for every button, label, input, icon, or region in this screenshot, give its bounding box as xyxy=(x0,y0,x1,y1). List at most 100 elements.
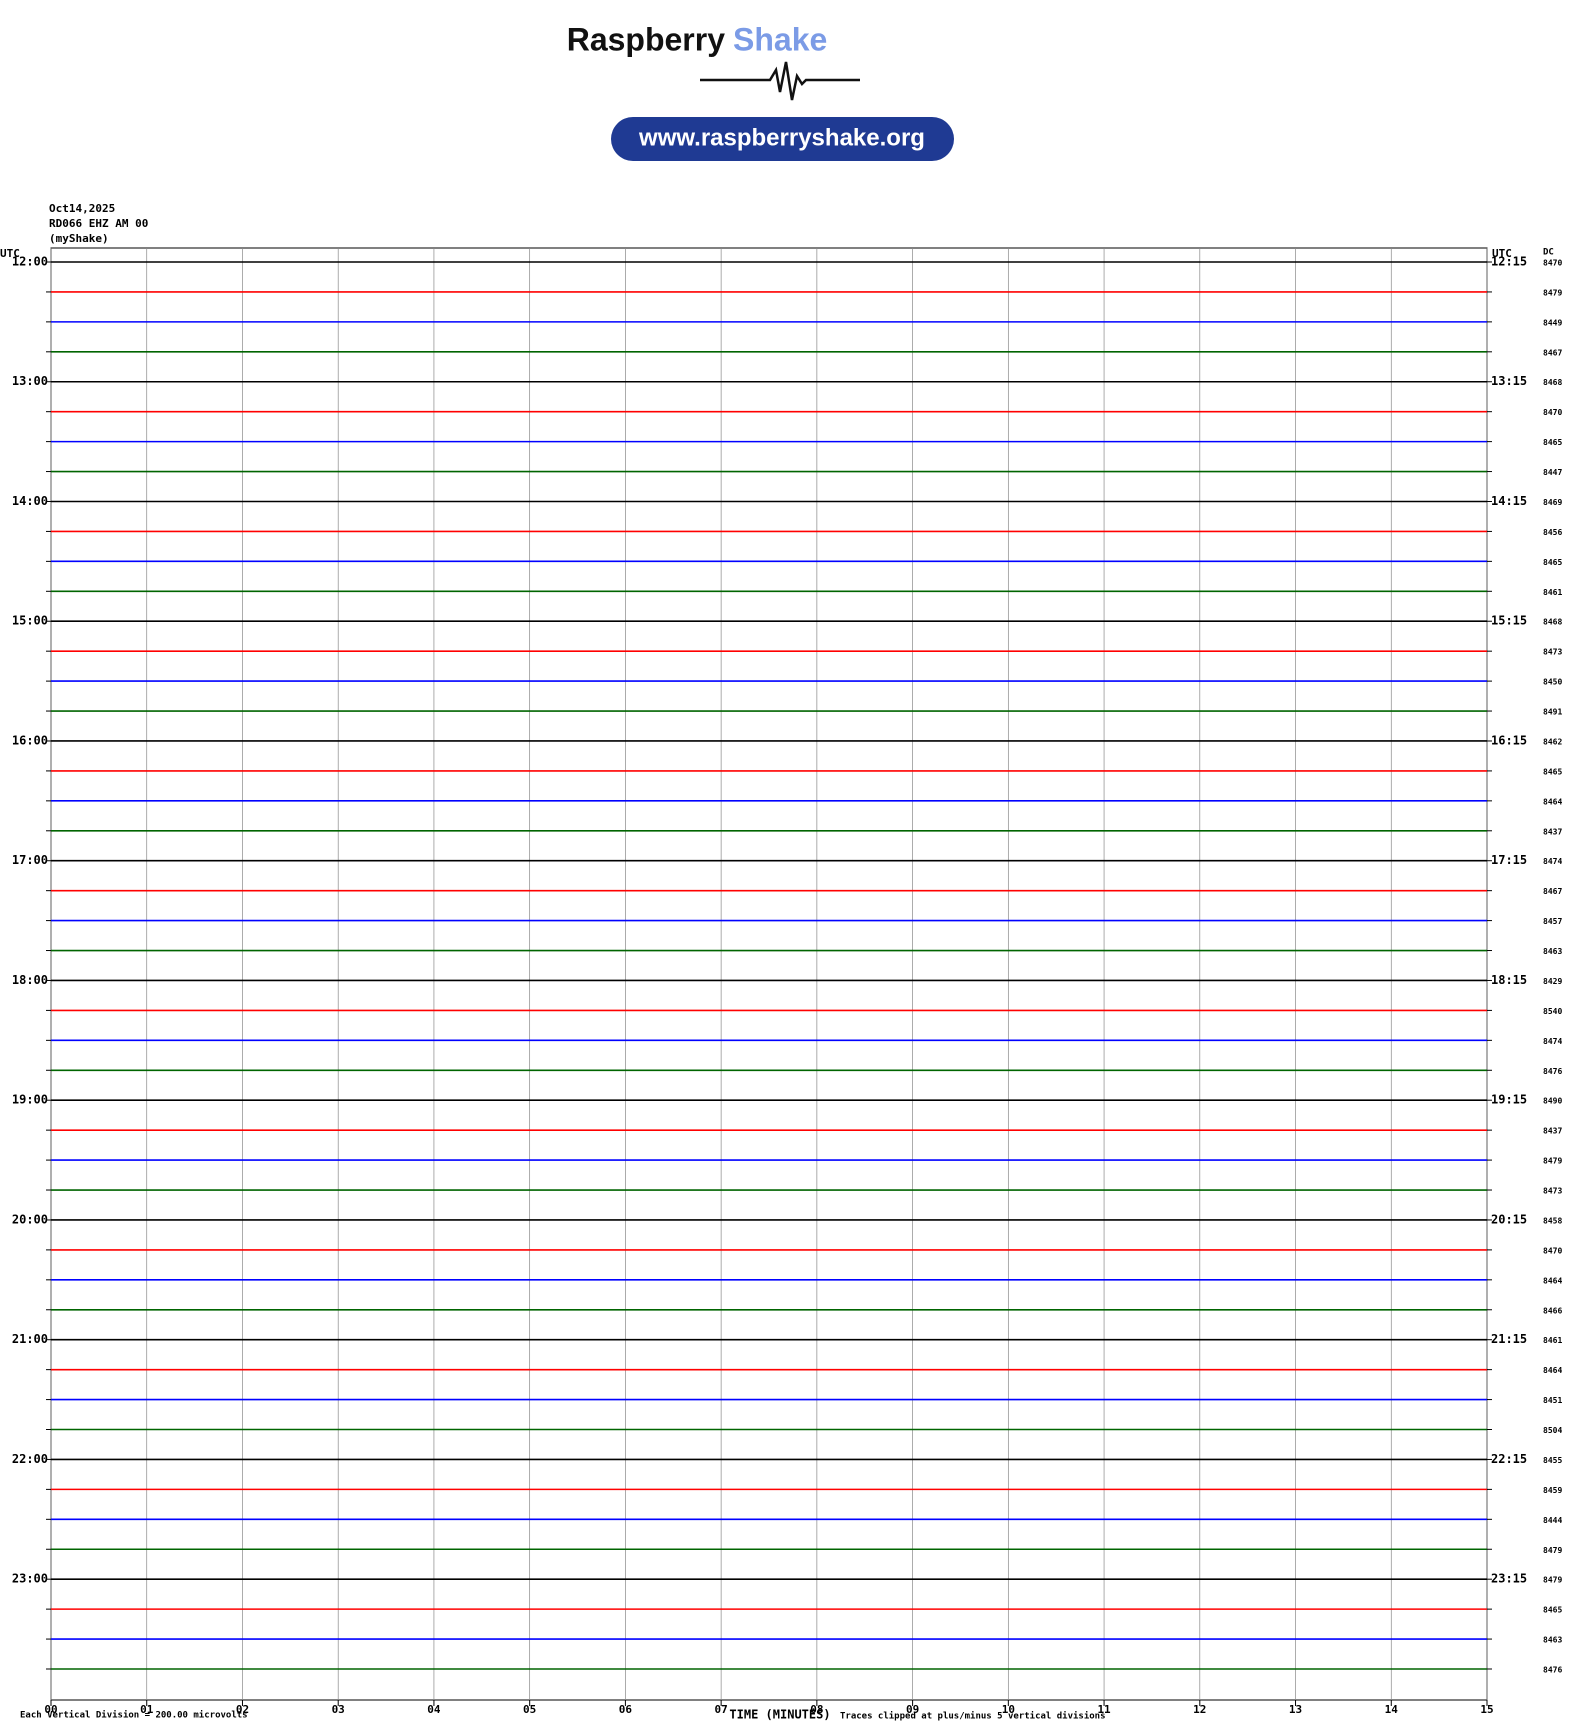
hour-label-right: 12:15 xyxy=(1491,255,1527,269)
hour-label-right: 17:15 xyxy=(1491,853,1527,867)
hour-label-left: 15:00 xyxy=(12,614,48,628)
dc-value: 8491 xyxy=(1543,708,1562,717)
dc-value: 8447 xyxy=(1543,468,1562,477)
dc-value: 8464 xyxy=(1543,1276,1562,1285)
hour-label-left: 18:00 xyxy=(12,973,48,987)
hour-label-left: 13:00 xyxy=(12,374,48,388)
x-tick-label: 12 xyxy=(1193,1703,1206,1716)
dc-value: 8463 xyxy=(1543,947,1562,956)
dc-value: 8458 xyxy=(1543,1216,1562,1225)
dc-value: 8469 xyxy=(1543,498,1562,507)
dc-value: 8504 xyxy=(1543,1426,1562,1435)
x-axis-title: TIME (MINUTES) xyxy=(729,1708,830,1722)
x-tick-label: 05 xyxy=(523,1703,536,1716)
dc-value: 8464 xyxy=(1543,1366,1562,1375)
source: (myShake) xyxy=(49,232,109,245)
hour-label-left: 23:00 xyxy=(12,1572,48,1586)
dc-value: 8479 xyxy=(1543,288,1562,297)
x-tick-label: 13 xyxy=(1289,1703,1302,1716)
brand-title: Raspberry xyxy=(567,21,726,57)
station: RD066 EHZ AM 00 xyxy=(49,217,148,230)
dc-value: 8429 xyxy=(1543,977,1562,986)
hour-label-right: 16:15 xyxy=(1491,733,1527,747)
hour-label-left: 20:00 xyxy=(12,1212,48,1226)
dc-value: 8464 xyxy=(1543,797,1562,806)
dc-value: 8451 xyxy=(1543,1396,1562,1405)
dc-value: 8476 xyxy=(1543,1666,1562,1675)
hour-label-right: 19:15 xyxy=(1491,1093,1527,1107)
dc-value: 8437 xyxy=(1543,827,1562,836)
scale-note: Each Vertical Division = 200.00 microvol… xyxy=(20,1710,248,1721)
dc-value: 8455 xyxy=(1543,1456,1562,1465)
url-pill xyxy=(611,117,954,161)
x-tick-label: 06 xyxy=(619,1703,633,1716)
hour-label-right: 18:15 xyxy=(1491,973,1527,987)
dc-value: 8540 xyxy=(1543,1007,1562,1016)
dc-value: 8468 xyxy=(1543,618,1562,627)
plot-frame xyxy=(50,247,1488,1701)
x-tick-label: 01 xyxy=(140,1703,154,1716)
right-axis-label: UTC xyxy=(1492,247,1512,260)
dc-value: 8474 xyxy=(1543,857,1562,866)
hour-label-left: 22:00 xyxy=(12,1452,48,1466)
dc-label: DC xyxy=(1543,248,1554,258)
dc-value: 8465 xyxy=(1543,558,1562,567)
hour-label-left: 16:00 xyxy=(12,733,48,747)
dc-value: 8449 xyxy=(1543,318,1562,327)
logo-wave xyxy=(700,61,860,101)
hour-label-right: 23:15 xyxy=(1491,1572,1527,1586)
dc-value: 8479 xyxy=(1543,1576,1562,1585)
hour-label-right: 13:15 xyxy=(1491,374,1527,388)
dc-value: 8461 xyxy=(1543,588,1562,597)
dc-value: 8479 xyxy=(1543,1546,1562,1555)
hour-label-left: 12:00 xyxy=(12,255,48,269)
dc-value: 8444 xyxy=(1543,1516,1562,1525)
dc-value: 8468 xyxy=(1543,378,1562,387)
dc-value: 8467 xyxy=(1543,887,1562,896)
dc-value: 8490 xyxy=(1543,1097,1562,1106)
x-tick-label: 03 xyxy=(332,1703,345,1716)
dc-value: 8450 xyxy=(1543,678,1562,687)
dc-value: 8456 xyxy=(1543,528,1562,537)
x-tick-label: 11 xyxy=(1097,1703,1111,1716)
brand-title-accent: Shake xyxy=(733,21,827,57)
dc-value: 8462 xyxy=(1543,737,1562,746)
hour-label-left: 17:00 xyxy=(12,853,48,867)
hour-label-right: 14:15 xyxy=(1491,494,1527,508)
dc-value: 8457 xyxy=(1543,917,1562,926)
dc-value: 8461 xyxy=(1543,1336,1562,1345)
clip-note: Traces clipped at plus/minus 5 vertical … xyxy=(840,1711,1106,1722)
dc-value: 8479 xyxy=(1543,1157,1562,1166)
dc-value: 8465 xyxy=(1543,438,1562,447)
dc-value: 8465 xyxy=(1543,767,1562,776)
x-tick-label: 08 xyxy=(810,1703,823,1716)
dc-value: 8465 xyxy=(1543,1606,1562,1615)
hour-label-right: 21:15 xyxy=(1491,1332,1527,1346)
dc-value: 8467 xyxy=(1543,348,1562,357)
x-tick-label: 15 xyxy=(1480,1703,1493,1716)
dc-value: 8473 xyxy=(1543,1187,1562,1196)
hour-label-left: 21:00 xyxy=(12,1332,48,1346)
dc-value: 8437 xyxy=(1543,1127,1562,1136)
dc-value: 8474 xyxy=(1543,1037,1562,1046)
x-tick-label: 02 xyxy=(236,1703,249,1716)
dc-value: 8473 xyxy=(1543,648,1562,657)
x-tick-label: 00 xyxy=(44,1703,57,1716)
dc-value: 8463 xyxy=(1543,1636,1562,1645)
left-axis-label: UTC xyxy=(0,247,20,260)
dc-value: 8470 xyxy=(1543,259,1562,268)
dc-value: 8476 xyxy=(1543,1067,1562,1076)
hour-label-left: 14:00 xyxy=(12,494,48,508)
hour-label-right: 20:15 xyxy=(1491,1212,1527,1226)
dc-value: 8466 xyxy=(1543,1306,1562,1315)
x-tick-label: 14 xyxy=(1385,1703,1399,1716)
hour-label-right: 22:15 xyxy=(1491,1452,1527,1466)
dc-value: 8470 xyxy=(1543,408,1562,417)
x-tick-label: 07 xyxy=(715,1703,728,1716)
x-tick-label: 10 xyxy=(1002,1703,1015,1716)
dc-value: 8459 xyxy=(1543,1486,1562,1495)
url: www.raspberryshake.org xyxy=(638,124,925,151)
dc-value: 8470 xyxy=(1543,1246,1562,1255)
x-tick-label: 04 xyxy=(427,1703,441,1716)
